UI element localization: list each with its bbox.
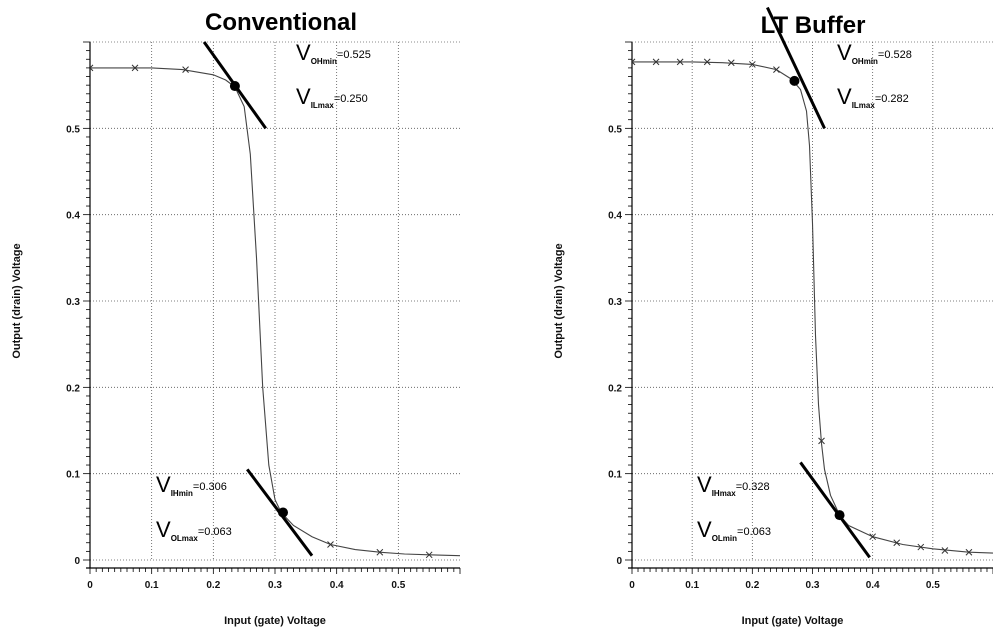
chart-1-series-line (90, 67, 460, 557)
chart-1-key-point (229, 81, 240, 92)
chart-2-y-tick-label: 0.1 (608, 470, 622, 481)
chart-2-marker (773, 66, 780, 73)
chart-1-x-tick-label: 0.3 (268, 580, 282, 591)
chart-2-marker (748, 61, 756, 68)
chart-2-x-tick-label: 0.2 (745, 580, 759, 591)
chart-1-y-tick-label: 0.3 (66, 297, 80, 308)
chart-2-marker (703, 58, 711, 66)
chart-1-x-label: Input (gate) Voltage (224, 615, 326, 627)
chart-1-marker (425, 551, 433, 559)
chart-1-marker (327, 541, 334, 548)
chart-1-title: Conventional (205, 9, 357, 36)
chart-2-marker (965, 548, 973, 556)
chart-2-y-tick-label: 0.3 (608, 297, 622, 308)
chart-2-tangent-line (799, 461, 871, 559)
chart-1: Conventional 0 0.1 0.2 0.3 0.4 0.5 0 0.1 0.2 0.3 0.… (11, 9, 461, 627)
chart-2-tangent-line (766, 6, 826, 129)
chart-1-annotation: VIHmin=0.306 (156, 472, 227, 498)
chart-1-marker (131, 64, 139, 72)
chart-2-annotation: VIHmax=0.328 (697, 472, 770, 498)
chart-1-y-tick-label: 0 (74, 556, 80, 567)
chart-2-x-tick-label: 0.5 (926, 580, 940, 591)
chart-1-annotation: VOLmax=0.063 (156, 517, 232, 543)
chart-2-annotation: VILmax=0.282 (837, 84, 909, 110)
chart-2-x-tick-label: 0.4 (866, 580, 880, 591)
chart-2-marker (893, 539, 901, 547)
chart-2-y-tick-label: 0 (616, 556, 622, 567)
chart-2-marker (869, 533, 877, 541)
chart-1-x-tick-label: 0 (87, 580, 93, 591)
chart-1-key-point (278, 507, 289, 518)
chart-1-marker (90, 64, 94, 72)
chart-2-annotation: VOHmin=0.528 (837, 40, 912, 66)
chart-1-x-tick-label: 0.1 (145, 580, 159, 591)
chart-1-annotation: VOHmin=0.525 (296, 40, 371, 66)
chart-1-x-tick-label: 0.4 (330, 580, 344, 591)
chart-1-annotation: VILmax=0.250 (296, 84, 368, 110)
chart-2-marker (818, 437, 825, 445)
chart-2-series-line (632, 61, 993, 554)
chart-2-marker (941, 547, 949, 554)
chart-2-key-point (789, 75, 800, 86)
chart-2-x-tick-label: 0.1 (685, 580, 699, 591)
chart-1-y-tick-label: 0.2 (66, 383, 80, 394)
chart-2-y-tick-label: 0.2 (608, 383, 622, 394)
chart-1-y-label: Output (drain) Voltage (11, 243, 23, 358)
chart-1-x-tick-label: 0.5 (391, 580, 405, 591)
chart-2-marker (632, 58, 636, 66)
chart-2-y-label: Output (drain) Voltage (553, 243, 565, 358)
chart-1-marker (182, 66, 189, 73)
chart-2-annotation: VOLmin=0.063 (697, 517, 771, 543)
chart-2-key-point (834, 510, 845, 521)
chart-2-x-label: Input (gate) Voltage (742, 615, 844, 627)
chart-2-y-tick-label: 0.4 (608, 211, 622, 222)
chart-2-title: LT Buffer (761, 12, 866, 39)
chart-2-marker (652, 58, 660, 66)
chart-1-marker (376, 548, 384, 556)
chart-2-marker (676, 58, 684, 66)
chart-1-x-tick-label: 0.2 (206, 580, 220, 591)
chart-1-y-tick-label: 0.4 (66, 211, 80, 222)
chart-2-y-tick-label: 0.5 (608, 124, 622, 135)
chart-2-plot-area (632, 58, 993, 556)
chart-1-y-tick-label: 0.5 (66, 124, 80, 135)
chart-1-plot-area (90, 64, 460, 559)
chart-2-x-tick-label: 0 (629, 580, 635, 591)
chart-2-marker (727, 59, 735, 67)
chart-2: LT Buffer 0 0.1 0.2 0.3 0.4 0.5 0 0.1 0.2 0.3 0.4 0.… (553, 6, 993, 627)
chart-2-x-tick-label: 0.3 (806, 580, 820, 591)
chart-2-tangents (766, 6, 871, 559)
chart-1-y-tick-label: 0.1 (66, 470, 80, 481)
chart-2-marker (917, 543, 925, 551)
